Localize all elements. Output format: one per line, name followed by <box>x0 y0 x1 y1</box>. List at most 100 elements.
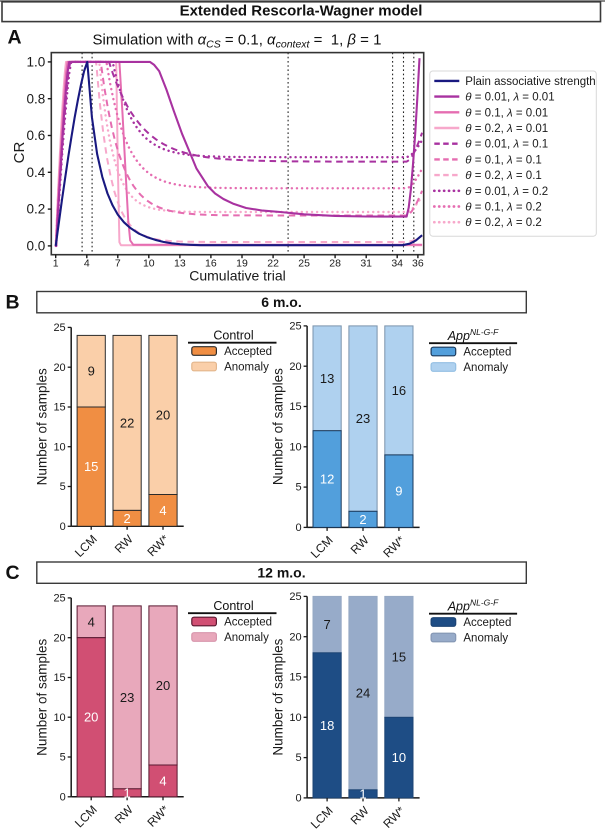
svg-text:θ = 0.01, λ = 0.01: θ = 0.01, λ = 0.01 <box>465 92 554 104</box>
svg-text:12: 12 <box>320 472 334 487</box>
svg-text:34: 34 <box>391 257 403 269</box>
svg-text:θ = 0.1, λ = 0.1: θ = 0.1, λ = 0.1 <box>465 154 542 166</box>
svg-text:7: 7 <box>115 257 121 269</box>
svg-text:Accepted: Accepted <box>224 346 272 358</box>
svg-text:1: 1 <box>123 785 130 800</box>
svg-text:0: 0 <box>60 791 66 803</box>
svg-text:Simulation with αCS = 0.1, αco: Simulation with αCS = 0.1, αcontext = 1,… <box>93 32 382 51</box>
svg-text:Accepted: Accepted <box>463 617 511 629</box>
svg-text:28: 28 <box>329 257 341 269</box>
svg-text:25: 25 <box>53 593 65 605</box>
svg-text:Accepted: Accepted <box>463 346 511 358</box>
svg-text:θ = 0.01, λ = 0.1: θ = 0.01, λ = 0.1 <box>465 139 548 151</box>
svg-text:20: 20 <box>289 631 301 643</box>
svg-text:18: 18 <box>320 718 334 733</box>
svg-text:C: C <box>6 562 20 584</box>
svg-text:13: 13 <box>320 371 334 386</box>
svg-text:θ = 0.2, λ = 0.2: θ = 0.2, λ = 0.2 <box>465 217 542 229</box>
svg-text:36: 36 <box>412 257 424 269</box>
svg-text:9: 9 <box>88 364 95 379</box>
svg-text:0.8: 0.8 <box>27 91 46 106</box>
svg-text:19: 19 <box>236 257 248 269</box>
svg-text:25: 25 <box>289 591 301 603</box>
svg-text:Anomaly: Anomaly <box>463 362 508 374</box>
svg-text:θ = 0.1, λ = 0.01: θ = 0.1, λ = 0.01 <box>465 107 548 119</box>
svg-text:5: 5 <box>295 482 301 494</box>
svg-text:0: 0 <box>60 521 66 533</box>
svg-text:B: B <box>6 292 20 314</box>
svg-text:0: 0 <box>295 522 301 534</box>
svg-text:25: 25 <box>53 322 65 334</box>
svg-text:16: 16 <box>392 383 406 398</box>
svg-text:6 m.o.: 6 m.o. <box>261 294 301 310</box>
svg-text:Plain associative strength: Plain associative strength <box>465 76 595 88</box>
svg-text:CR: CR <box>11 142 28 164</box>
svg-text:0.0: 0.0 <box>27 239 46 254</box>
svg-text:1: 1 <box>53 257 59 269</box>
svg-text:5: 5 <box>60 481 66 493</box>
svg-text:A: A <box>8 27 22 49</box>
svg-text:Number of samples: Number of samples <box>271 368 286 485</box>
svg-text:13: 13 <box>174 257 186 269</box>
svg-text:10: 10 <box>143 257 155 269</box>
svg-text:4: 4 <box>84 257 90 269</box>
svg-text:10: 10 <box>53 712 65 724</box>
svg-text:10: 10 <box>53 441 65 453</box>
svg-text:24: 24 <box>356 686 370 701</box>
svg-text:20: 20 <box>53 362 65 374</box>
svg-text:22: 22 <box>267 257 279 269</box>
svg-text:15: 15 <box>53 672 65 684</box>
svg-text:23: 23 <box>120 690 134 705</box>
svg-text:θ = 0.1, λ = 0.2: θ = 0.1, λ = 0.2 <box>465 202 542 214</box>
svg-text:15: 15 <box>289 401 301 413</box>
svg-text:10: 10 <box>392 750 406 765</box>
svg-text:θ = 0.2, λ = 0.01: θ = 0.2, λ = 0.01 <box>465 123 548 135</box>
svg-text:25: 25 <box>289 321 301 333</box>
svg-text:4: 4 <box>159 773 166 788</box>
svg-text:2: 2 <box>123 511 130 526</box>
svg-text:0.6: 0.6 <box>27 128 46 143</box>
svg-text:Number of samples: Number of samples <box>271 638 286 755</box>
svg-text:Anomaly: Anomaly <box>224 632 269 644</box>
svg-text:10: 10 <box>289 441 301 453</box>
svg-text:15: 15 <box>289 672 301 684</box>
svg-text:10: 10 <box>289 712 301 724</box>
svg-text:15: 15 <box>392 649 406 664</box>
svg-text:5: 5 <box>295 752 301 764</box>
svg-text:31: 31 <box>360 257 372 269</box>
svg-text:θ = 0.2, λ = 0.1: θ = 0.2, λ = 0.1 <box>465 170 542 182</box>
svg-text:0.4: 0.4 <box>27 165 46 180</box>
svg-text:Number of samples: Number of samples <box>35 639 50 756</box>
svg-text:Anomaly: Anomaly <box>463 632 508 644</box>
svg-text:7: 7 <box>323 617 330 632</box>
svg-text:Anomaly: Anomaly <box>224 361 269 373</box>
svg-text:23: 23 <box>356 411 370 426</box>
svg-text:Number of samples: Number of samples <box>35 368 50 485</box>
svg-text:15: 15 <box>53 402 65 414</box>
svg-text:12 m.o.: 12 m.o. <box>257 565 305 581</box>
svg-text:9: 9 <box>395 484 402 499</box>
svg-text:20: 20 <box>289 361 301 373</box>
svg-text:2: 2 <box>359 512 366 527</box>
svg-text:4: 4 <box>88 614 95 629</box>
svg-text:1.0: 1.0 <box>27 55 46 70</box>
svg-text:20: 20 <box>156 407 170 422</box>
svg-text:Cumulative trial: Cumulative trial <box>189 268 285 284</box>
svg-text:Control: Control <box>213 599 253 613</box>
svg-text:15: 15 <box>84 459 98 474</box>
svg-text:25: 25 <box>298 257 310 269</box>
svg-text:20: 20 <box>53 632 65 644</box>
svg-text:16: 16 <box>205 257 217 269</box>
svg-text:Extended Rescorla-Wagner model: Extended Rescorla-Wagner model <box>180 3 423 20</box>
svg-text:20: 20 <box>84 710 98 725</box>
svg-text:Accepted: Accepted <box>224 616 272 628</box>
svg-text:0.2: 0.2 <box>27 202 46 217</box>
svg-text:20: 20 <box>156 678 170 693</box>
svg-text:22: 22 <box>120 415 134 430</box>
svg-text:θ = 0.01, λ = 0.2: θ = 0.01, λ = 0.2 <box>465 186 548 198</box>
svg-text:5: 5 <box>60 752 66 764</box>
svg-text:Control: Control <box>213 329 253 343</box>
svg-text:0: 0 <box>295 793 301 805</box>
svg-text:4: 4 <box>159 503 166 518</box>
svg-text:1: 1 <box>359 786 366 801</box>
